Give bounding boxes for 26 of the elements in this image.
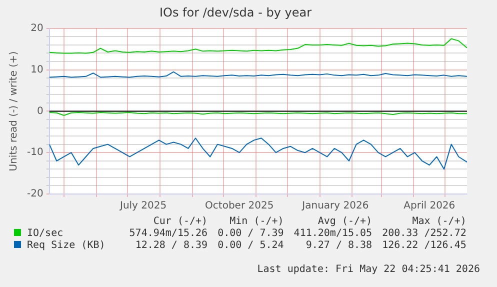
text: 200.33 /252.72	[381, 228, 466, 240]
text: 0.00 / 5.24	[216, 240, 284, 252]
chart-title: IOs for /dev/sda - by year	[159, 5, 312, 20]
y-tick-label: 20	[30, 22, 44, 34]
legend-label: IO/sec	[26, 228, 64, 240]
text: Cur (-/+)	[152, 216, 208, 228]
x-tick-label: July 2025	[118, 200, 167, 212]
text: 126.22 /126.45	[381, 240, 466, 252]
text: Avg (-/+)	[316, 216, 372, 228]
text: Last update: Fri May 22 04:25:41 2026	[257, 264, 480, 275]
text: 574.94m/15.26	[128, 228, 208, 240]
legend-label: Req Size (KB)	[26, 240, 106, 252]
y-tick-label: -20	[26, 188, 44, 200]
y-tick-label: 10	[30, 64, 44, 76]
text: 0.00 / 7.39	[216, 228, 284, 240]
y-tick-label: -10	[26, 147, 44, 158]
y-axis-title: Units read (-) / write (+)	[8, 51, 20, 172]
text: 12.28 / 8.39	[134, 240, 208, 252]
text: 411.20m/15.05	[292, 228, 372, 240]
x-tick-label: April 2026	[404, 200, 456, 212]
text: Max (-/+)	[411, 216, 466, 228]
x-tick-label: January 2026	[301, 200, 369, 212]
x-tick-label: October 2025	[205, 200, 274, 212]
text: Min (-/+)	[228, 216, 284, 228]
text: 9.27 / 8.38	[304, 240, 372, 252]
y-tick-label: 0	[36, 106, 44, 117]
